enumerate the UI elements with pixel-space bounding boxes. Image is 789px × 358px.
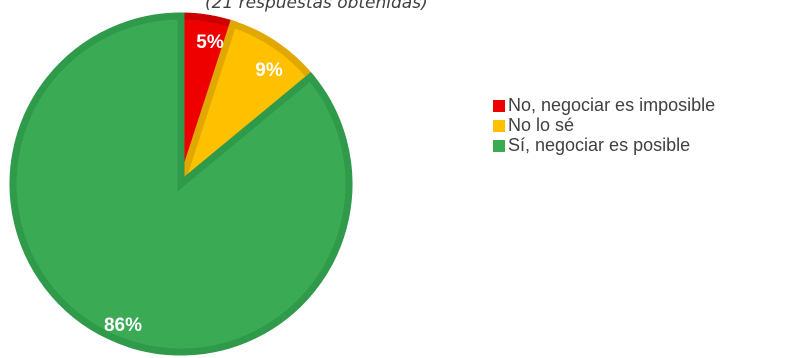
legend-item-1: No, negociar es imposible (493, 96, 715, 115)
chart-subtitle: (21 respuestas obtenidas) (205, 0, 428, 13)
slice-label-2: 9% (255, 60, 283, 81)
legend-label-2: No lo sé (508, 115, 575, 135)
legend-label-1: No, negociar es imposible (508, 95, 716, 115)
slice-label-3: 86% (104, 315, 142, 336)
legend-item-3: Sí, negociar es posible (493, 136, 715, 155)
legend-swatch-1 (493, 99, 505, 112)
pie-slice-3 (9, 12, 353, 356)
legend-swatch-3 (493, 139, 505, 152)
chart-legend: No, negociar es imposible No lo sé Sí, neg… (493, 96, 715, 155)
legend-swatch-2 (493, 119, 505, 132)
slice-label-1: 5% (196, 32, 224, 53)
legend-item-2: No lo sé (493, 116, 715, 135)
legend-label-3: Sí, negociar es posible (508, 135, 691, 155)
